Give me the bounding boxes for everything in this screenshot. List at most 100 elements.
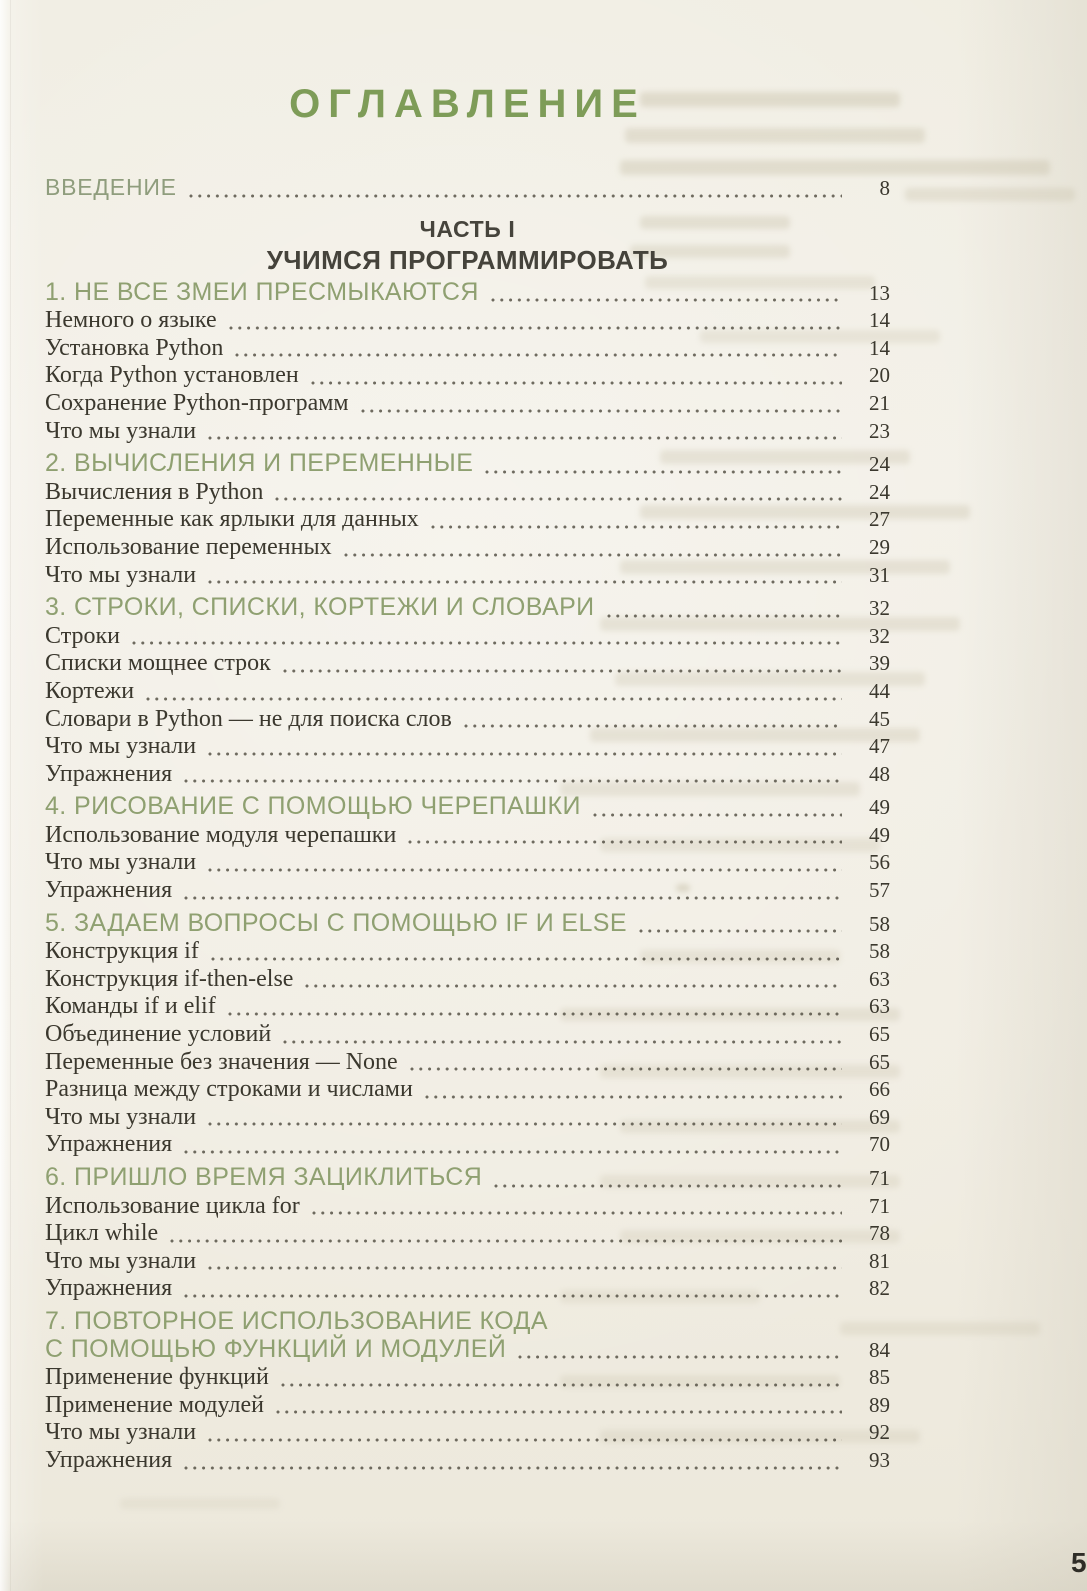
toc-entry-label: Использование цикла for <box>45 1192 300 1219</box>
dot-leader <box>184 1293 842 1298</box>
toc-entry-page: 23 <box>869 418 890 443</box>
toc-entry: Упражнения 82 <box>45 1275 890 1303</box>
dot-leader <box>490 298 842 303</box>
toc-entry-page: 92 <box>869 1420 890 1445</box>
toc-entry-introduction: ВВЕДЕНИЕ 8 <box>45 174 890 203</box>
dot-leader <box>280 1382 842 1387</box>
toc-entry-page: 44 <box>869 678 890 703</box>
toc-entry-page: 58 <box>869 939 890 964</box>
dot-leader <box>409 1067 842 1072</box>
toc-entry-label: Кортежи <box>45 677 135 704</box>
toc-entry-label: 4. РИСОВАНИЕ С ПОМОЩЬЮ ЧЕРЕПАШКИ <box>45 792 581 821</box>
dot-leader <box>638 929 842 934</box>
dot-leader <box>228 325 842 330</box>
toc-entry-label: Установка Python <box>45 334 224 361</box>
dot-leader <box>275 1410 842 1415</box>
toc-entry-label: Упражнения <box>45 1131 173 1158</box>
toc-entry-page: 21 <box>869 390 890 415</box>
dot-leader <box>184 779 842 784</box>
toc-chapter-heading-line1: 7. ПОВТОРНОЕ ИСПОЛЬЗОВАНИЕ КОДА <box>45 1306 548 1335</box>
toc-entry-label: 1. НЕ ВСЕ ЗМЕИ ПРЕСМЫКАЮТСЯ <box>45 277 479 306</box>
toc-entry-label: Команды if и elif <box>45 993 216 1020</box>
toc-entry-label: Сохранение Python-программ <box>45 389 349 416</box>
bleedthrough-smudge <box>905 188 1075 201</box>
bleedthrough-smudge <box>120 1498 280 1509</box>
dot-leader <box>305 984 842 989</box>
toc-entry-page: 71 <box>869 1166 890 1190</box>
toc-entry-page: 48 <box>869 761 890 786</box>
toc-entry: Вычисления в Python 24 <box>45 479 890 507</box>
dot-leader <box>430 524 842 529</box>
toc-entry-page: 56 <box>869 850 890 875</box>
toc-entry-page: 85 <box>869 1365 890 1390</box>
page-edge-line <box>10 0 11 1591</box>
dot-leader <box>518 1355 842 1360</box>
dot-leader <box>227 1012 842 1017</box>
toc-entry: Кортежи 44 <box>45 678 890 706</box>
toc-entry: Сохранение Python-программ 21 <box>45 390 890 418</box>
dot-leader <box>146 696 842 701</box>
toc-entry-label: Использование модуля черепашки <box>45 821 397 848</box>
dot-leader <box>275 497 842 502</box>
dot-leader <box>360 408 842 413</box>
dot-leader <box>208 1437 842 1442</box>
toc-entry-page: 89 <box>869 1392 890 1417</box>
toc-entry-label: 6. ПРИШЛО ВРЕМЯ ЗАЦИКЛИТЬСЯ <box>45 1163 483 1191</box>
toc-entry-label: Словари в Python — не для поиска слов <box>45 705 452 732</box>
dot-leader <box>131 641 842 646</box>
toc-entry-label: Списки мощнее строк <box>45 650 271 677</box>
toc-entry: Объединение условий 65 <box>45 1021 890 1049</box>
toc-entry-label: Упражнения <box>45 760 173 787</box>
toc-entry-label: Цикл while <box>45 1220 159 1247</box>
toc-entry: Что мы узнали 23 <box>45 418 890 446</box>
dot-leader <box>210 956 842 961</box>
page-edge-highlight <box>0 0 44 1591</box>
toc-entry-page: 65 <box>869 1049 890 1074</box>
toc-entry-page: 78 <box>869 1221 890 1246</box>
toc-entry: Применение модулей 89 <box>45 1392 890 1420</box>
dot-leader <box>208 868 842 873</box>
toc-entry: Упражнения 93 <box>45 1447 890 1475</box>
toc-chapter-heading: 4. РИСОВАНИЕ С ПОМОЩЬЮ ЧЕРЕПАШКИ 49 <box>45 793 890 822</box>
dot-leader <box>184 1150 842 1154</box>
toc-entry: Списки мощнее строк 39 <box>45 650 890 678</box>
toc-rows: ВВЕДЕНИЕ 8 ЧАСТЬ I УЧИМСЯ ПРОГРАММИРОВАТЬ 1.… <box>45 174 890 1475</box>
toc-entry-label: 2. ВЫЧИСЛЕНИЯ И ПЕРЕМЕННЫЕ <box>45 449 474 478</box>
toc-entry: Установка Python 14 <box>45 335 890 363</box>
dot-leader <box>606 613 842 618</box>
toc-entry-label: Конструкция if-then-else <box>45 965 294 992</box>
toc-entry-label: Переменные без значения — None <box>45 1048 398 1075</box>
toc-entry-page: 24 <box>869 479 890 504</box>
toc-entry: Что мы узнали 81 <box>45 1248 890 1276</box>
toc-entry: Применение функций 85 <box>45 1364 890 1392</box>
toc-entry-label: С ПОМОЩЬЮ ФУНКЦИЙ И МОДУЛЕЙ <box>45 1334 507 1363</box>
toc-entry-page: 66 <box>869 1077 890 1102</box>
toc-entry-label: Что мы узнали <box>45 1103 197 1130</box>
toc-entry: Упражнения 57 <box>45 877 890 905</box>
toc-entry-label: Использование переменных <box>45 533 332 560</box>
toc-entry: Цикл while 78 <box>45 1220 890 1248</box>
toc-entry-page: 84 <box>869 1337 890 1362</box>
toc-entry: Что мы узнали 69 <box>45 1104 890 1132</box>
toc-entry-page: 14 <box>869 335 890 360</box>
toc-entry-page: 27 <box>869 507 890 532</box>
dot-leader <box>463 724 842 729</box>
toc-entry: Словари в Python — не для поиска слов 45 <box>45 706 890 734</box>
book-page-number: 5 <box>1071 1547 1087 1578</box>
toc-entry-label: Конструкция if <box>45 938 199 965</box>
toc-entry: Что мы узнали 47 <box>45 733 890 761</box>
toc-entry-label: Что мы узнали <box>45 733 197 760</box>
toc-entry-label: Что мы узнали <box>45 1419 197 1446</box>
toc-chapter-heading: С ПОМОЩЬЮ ФУНКЦИЙ И МОДУЛЕЙ 84 <box>45 1334 890 1365</box>
toc-entry-page: 71 <box>869 1193 890 1218</box>
toc-entry-page: 45 <box>869 706 890 731</box>
dot-leader <box>208 1266 842 1271</box>
toc-entry: Немного о языке 14 <box>45 307 890 335</box>
toc-entry-label: Вычисления в Python <box>45 478 264 505</box>
page-title: ОГЛАВЛЕНИЕ <box>289 82 646 126</box>
toc-entry: Что мы узнали 92 <box>45 1419 890 1447</box>
toc-entry-page: 82 <box>869 1276 890 1301</box>
dot-leader <box>424 1094 842 1099</box>
toc-entry: Переменные как ярлыки для данных 27 <box>45 506 890 534</box>
